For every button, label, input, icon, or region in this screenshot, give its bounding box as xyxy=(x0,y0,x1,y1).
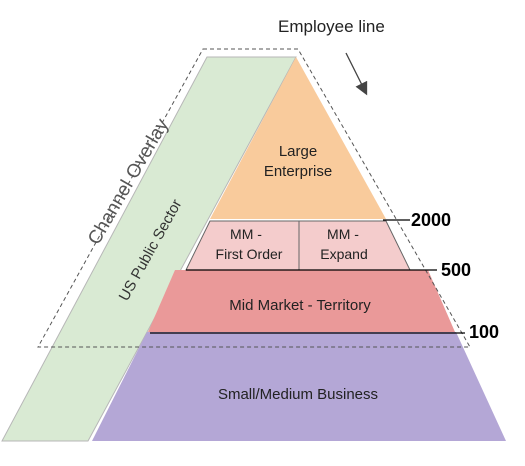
mid-market-tier xyxy=(148,270,455,332)
mm-expand-label-line1: MM - xyxy=(327,226,359,242)
threshold-500-label: 500 xyxy=(441,260,471,280)
employee-line-arrow xyxy=(345,52,368,96)
smb-label: Small/Medium Business xyxy=(218,386,378,403)
channel-overlay-outline xyxy=(37,48,471,348)
mm-expand-label-line2: Expand xyxy=(320,246,367,262)
threshold-2000-label: 2000 xyxy=(411,210,451,230)
public-sector-band xyxy=(1,56,297,442)
mid-market-label: Mid Market - Territory xyxy=(229,297,371,314)
large-enterprise-tier xyxy=(210,57,386,219)
large-enterprise-label-line1: Large xyxy=(279,143,317,160)
mm-first-order-label-line2: First Order xyxy=(216,246,283,262)
smb-tier xyxy=(92,332,506,441)
large-enterprise-label-line2: Enterprise xyxy=(264,163,332,180)
employee-line-label: Employee line xyxy=(278,17,385,36)
threshold-100-label: 100 xyxy=(469,322,499,342)
mm-first-order-label-line1: MM - xyxy=(230,226,262,242)
